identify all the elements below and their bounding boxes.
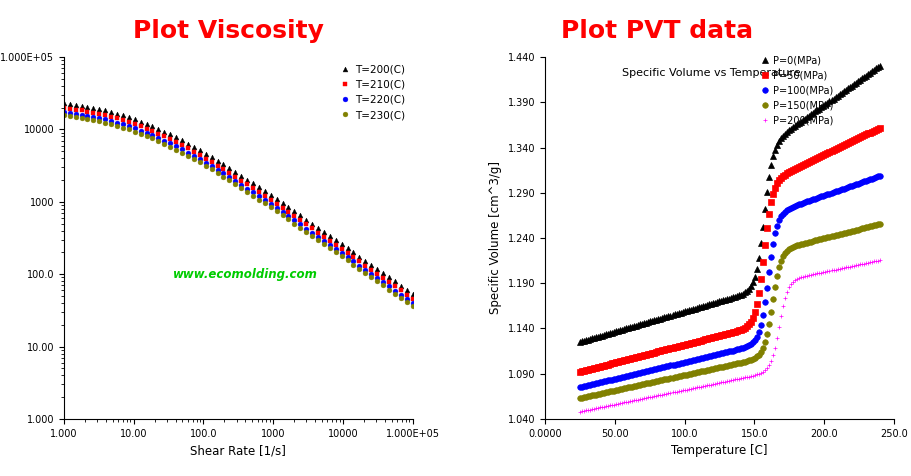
T=200(C) — [277, 200, 288, 206]
T=230(C) — [406, 303, 417, 309]
T=210(C) — [147, 128, 158, 134]
P=100(MPa) — [874, 173, 885, 178]
P=200(MPa) — [672, 388, 683, 394]
T=230(C) — [277, 213, 288, 218]
Line: T=220(C): T=220(C) — [61, 109, 415, 306]
T=200(C) — [159, 129, 169, 134]
T=220(C) — [159, 138, 169, 143]
P=200(MPa) — [574, 409, 585, 415]
T=210(C) — [118, 118, 128, 123]
P=50(MPa) — [874, 125, 885, 130]
X-axis label: Temperature [C]: Temperature [C] — [670, 444, 767, 457]
P=100(MPa) — [574, 385, 585, 390]
P=200(MPa) — [731, 376, 742, 382]
Text: Plot Viscosity: Plot Viscosity — [132, 19, 323, 43]
T=210(C) — [177, 142, 188, 148]
P=100(MPa) — [692, 356, 703, 362]
T=220(C) — [58, 109, 69, 115]
X-axis label: Shear Rate [1/s]: Shear Rate [1/s] — [190, 444, 286, 457]
P=150(MPa) — [874, 221, 885, 227]
P=0(MPa) — [874, 63, 885, 69]
T=220(C) — [170, 144, 181, 149]
P=150(MPa) — [672, 374, 683, 379]
P=100(MPa) — [821, 191, 832, 197]
P=200(MPa) — [821, 268, 832, 274]
Legend: T=200(C), T=210(C), T=220(C), T=230(C): T=200(C), T=210(C), T=220(C), T=230(C) — [336, 62, 407, 122]
T=200(C) — [118, 112, 128, 118]
P=150(MPa) — [574, 395, 585, 401]
Text: www.ecomolding.com: www.ecomolding.com — [172, 268, 317, 281]
T=200(C) — [147, 123, 158, 129]
P=50(MPa) — [692, 338, 703, 344]
Line: P=200(MPa): P=200(MPa) — [578, 258, 881, 414]
T=230(C) — [159, 141, 169, 147]
P=50(MPa) — [781, 170, 792, 176]
T=230(C) — [58, 112, 69, 118]
T=210(C) — [406, 296, 417, 302]
Text: Specific Volume vs Temperature: Specific Volume vs Temperature — [621, 68, 800, 78]
Y-axis label: Specific Volume [cm^3/g]: Specific Volume [cm^3/g] — [488, 161, 502, 315]
T=210(C) — [277, 205, 288, 211]
P=100(MPa) — [731, 347, 742, 352]
P=50(MPa) — [821, 150, 832, 156]
T=220(C) — [406, 300, 417, 306]
P=0(MPa) — [821, 100, 832, 106]
T=220(C) — [277, 209, 288, 215]
T=230(C) — [177, 150, 188, 156]
P=200(MPa) — [781, 289, 792, 295]
P=50(MPa) — [574, 369, 585, 375]
P=0(MPa) — [574, 339, 585, 345]
P=0(MPa) — [692, 305, 703, 310]
P=200(MPa) — [742, 374, 753, 379]
T=210(C) — [159, 134, 169, 139]
T=220(C) — [147, 132, 158, 138]
P=50(MPa) — [731, 328, 742, 334]
P=50(MPa) — [672, 343, 683, 349]
T=200(C) — [406, 291, 417, 297]
P=0(MPa) — [672, 310, 683, 316]
P=0(MPa) — [742, 286, 753, 292]
P=150(MPa) — [692, 369, 703, 375]
T=200(C) — [58, 100, 69, 106]
P=150(MPa) — [821, 235, 832, 240]
P=200(MPa) — [874, 258, 885, 263]
P=150(MPa) — [781, 248, 792, 254]
T=210(C) — [170, 139, 181, 145]
T=220(C) — [177, 147, 188, 152]
Line: T=230(C): T=230(C) — [61, 113, 415, 308]
Line: T=200(C): T=200(C) — [61, 100, 415, 297]
P=50(MPa) — [742, 321, 753, 327]
Line: T=210(C): T=210(C) — [61, 106, 415, 301]
P=100(MPa) — [672, 361, 683, 367]
Line: P=100(MPa): P=100(MPa) — [577, 173, 882, 390]
P=100(MPa) — [781, 207, 792, 213]
P=100(MPa) — [742, 343, 753, 348]
T=230(C) — [170, 147, 181, 152]
P=150(MPa) — [731, 361, 742, 367]
T=210(C) — [58, 105, 69, 111]
P=200(MPa) — [692, 384, 703, 390]
P=0(MPa) — [781, 129, 792, 135]
P=150(MPa) — [742, 357, 753, 363]
T=200(C) — [170, 135, 181, 140]
T=230(C) — [147, 136, 158, 141]
T=220(C) — [118, 121, 128, 127]
T=230(C) — [118, 125, 128, 130]
P=0(MPa) — [731, 293, 742, 299]
Line: P=50(MPa): P=50(MPa) — [577, 125, 882, 375]
Legend: P=0(MPa), P=50(MPa), P=100(MPa), P=150(MPa), P=200(MPa): P=0(MPa), P=50(MPa), P=100(MPa), P=150(M… — [758, 55, 834, 126]
Line: P=150(MPa): P=150(MPa) — [577, 221, 882, 401]
Line: P=0(MPa): P=0(MPa) — [577, 63, 882, 345]
Text: Plot PVT data: Plot PVT data — [560, 19, 752, 43]
T=200(C) — [177, 138, 188, 143]
